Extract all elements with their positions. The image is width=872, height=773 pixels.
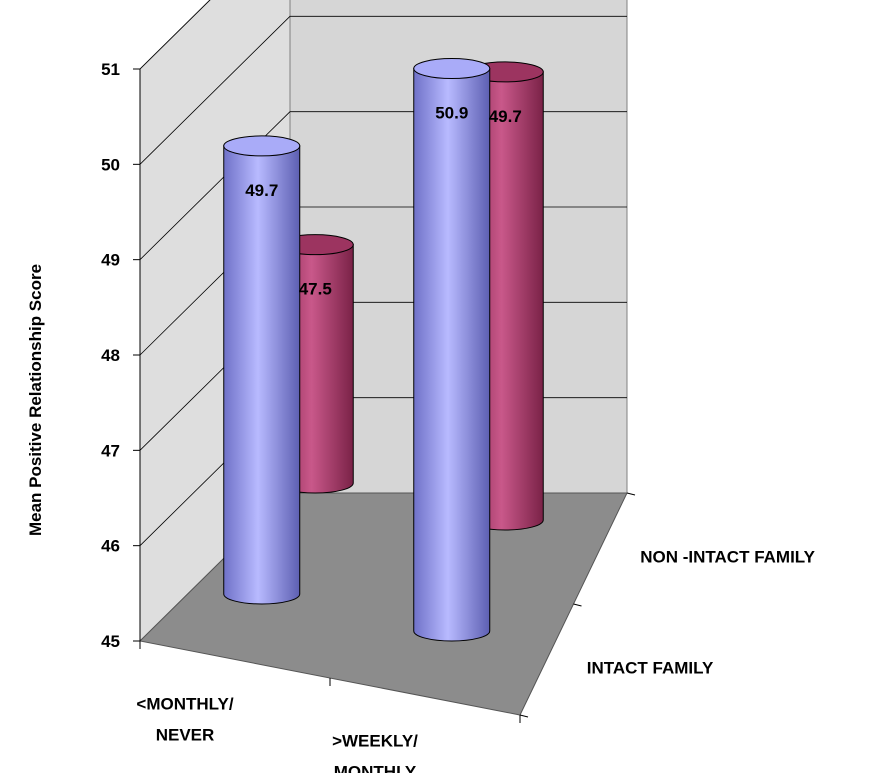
data-label: 49.7 [489, 107, 522, 126]
bar-top [413, 58, 491, 80]
data-label: 47.5 [299, 280, 332, 299]
data-label: 49.7 [245, 181, 278, 200]
bar-body [413, 68, 491, 642]
series-label: NON -INTACT FAMILY [640, 548, 815, 567]
gridline [139, 15, 627, 165]
chart-walls [138, 0, 628, 716]
bars [223, 58, 544, 642]
bar-intact [223, 135, 301, 605]
category-label: MONTHLY [334, 763, 417, 773]
bar-intact [413, 58, 491, 642]
bar-body [223, 145, 301, 605]
bar-top [223, 135, 301, 157]
gridline [139, 0, 211, 70]
y-tick-label: 50 [101, 155, 120, 174]
axes [133, 68, 636, 723]
y-axis-title: Mean Positive Relationship Score [26, 264, 45, 536]
series-label: INTACT FAMILY [587, 659, 714, 678]
depth-tick-mark [626, 492, 636, 496]
y-tick-label: 51 [101, 60, 120, 79]
y-tick-label: 46 [101, 537, 120, 556]
y-tick-label: 49 [101, 251, 120, 270]
y-tick-label: 45 [101, 632, 120, 651]
labels: 45 46 47 48 49 50 51 Mean Positive Relationship… [26, 60, 816, 773]
category-label: <MONTHLY/ [136, 695, 233, 714]
y-tick-label: 47 [101, 441, 120, 460]
depth-tick-mark [519, 714, 529, 718]
data-label: 50.9 [435, 104, 468, 123]
y-tick-label: 48 [101, 346, 120, 365]
category-label: >WEEKLY/ [332, 732, 418, 751]
category-label: NEVER [156, 726, 215, 745]
depth-tick-mark [573, 603, 582, 607]
